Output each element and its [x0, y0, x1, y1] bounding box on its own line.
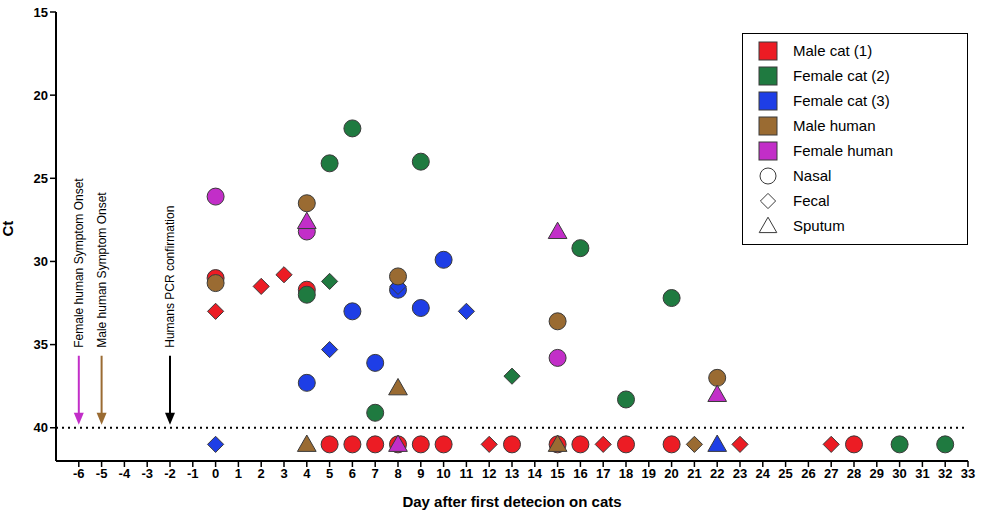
svg-text:3: 3	[280, 466, 287, 481]
html-text:Female human: Female human	[793, 142, 894, 159]
svg-text:15: 15	[550, 466, 564, 481]
html-text:Female cat (3): Female cat (3)	[793, 92, 890, 109]
html-text:Male human: Male human	[793, 117, 876, 134]
svg-text:7: 7	[372, 466, 379, 481]
html-text:Fecal: Fecal	[793, 192, 830, 209]
svg-text:33: 33	[961, 466, 975, 481]
svg-text:19: 19	[642, 466, 656, 481]
svg-text:-5: -5	[96, 466, 108, 481]
svg-text:-4: -4	[119, 466, 131, 481]
svg-text:13: 13	[505, 466, 519, 481]
svg-text:Humans PCR confirmation: Humans PCR confirmation	[163, 206, 177, 348]
svg-text:26: 26	[801, 466, 815, 481]
svg-text:32: 32	[938, 466, 952, 481]
svg-text:14: 14	[528, 466, 543, 481]
svg-text:12: 12	[482, 466, 496, 481]
svg-text:30: 30	[892, 466, 906, 481]
svg-text:9: 9	[417, 466, 424, 481]
svg-text:25: 25	[778, 466, 792, 481]
html-text:Female cat (2): Female cat (2)	[793, 67, 890, 84]
svg-text:35: 35	[34, 337, 48, 352]
svg-text:11: 11	[460, 466, 474, 481]
svg-text:Male human Symptom Onset: Male human Symptom Onset	[95, 192, 109, 348]
svg-text:4: 4	[303, 466, 311, 481]
svg-text:20: 20	[664, 466, 678, 481]
svg-text:0: 0	[212, 466, 219, 481]
svg-text:Female human Symptom Onset: Female human Symptom Onset	[72, 178, 86, 348]
svg-text:25: 25	[34, 171, 48, 186]
svg-text:20: 20	[34, 88, 48, 103]
svg-text:5: 5	[326, 466, 333, 481]
svg-text:16: 16	[573, 466, 587, 481]
html-text:Sputum: Sputum	[793, 217, 845, 234]
svg-text:24: 24	[756, 466, 771, 481]
svg-text:22: 22	[710, 466, 724, 481]
svg-text:29: 29	[870, 466, 884, 481]
svg-text:8: 8	[394, 466, 401, 481]
svg-text:28: 28	[847, 466, 861, 481]
svg-text:Ct: Ct	[8, 221, 16, 237]
svg-text:10: 10	[436, 466, 450, 481]
svg-text:6: 6	[349, 466, 356, 481]
html-text:Male cat (1): Male cat (1)	[793, 42, 873, 59]
svg-text:30: 30	[34, 254, 48, 269]
svg-text:15: 15	[34, 5, 48, 20]
svg-text:-2: -2	[164, 466, 176, 481]
svg-text:1: 1	[235, 466, 242, 481]
svg-text:31: 31	[915, 466, 929, 481]
svg-text:-3: -3	[141, 466, 153, 481]
svg-text:-6: -6	[73, 466, 85, 481]
svg-text:21: 21	[687, 466, 701, 481]
svg-text:17: 17	[596, 466, 610, 481]
svg-text:-1: -1	[187, 466, 199, 481]
svg-text:18: 18	[619, 466, 633, 481]
svg-text:40: 40	[34, 420, 48, 435]
html-text:Nasal: Nasal	[793, 167, 832, 184]
svg-text:Day after first detecion on ca: Day after first detecion on cats	[402, 493, 621, 510]
svg-text:23: 23	[733, 466, 747, 481]
svg-text:27: 27	[824, 466, 838, 481]
svg-text:2: 2	[258, 466, 265, 481]
